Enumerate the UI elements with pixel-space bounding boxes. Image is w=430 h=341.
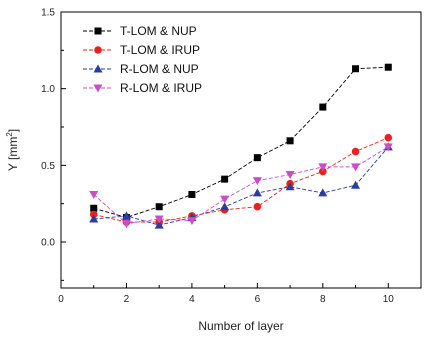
data-point bbox=[221, 175, 229, 183]
data-point bbox=[319, 103, 327, 111]
data-point bbox=[220, 202, 230, 211]
axis-layer: 0 2 4 6 8 10 0.0 0.5 1.0 1.5 bbox=[41, 8, 422, 305]
x-tick-label: 8 bbox=[320, 294, 326, 305]
data-point bbox=[154, 220, 164, 229]
plot-area bbox=[60, 11, 422, 289]
data-point bbox=[155, 203, 163, 211]
y-tick-label: 1.5 bbox=[41, 8, 55, 19]
x-tick-label: 2 bbox=[124, 294, 130, 305]
legend-entry: R-LOM & NUP bbox=[83, 62, 199, 76]
data-point bbox=[351, 147, 360, 156]
series-line bbox=[93, 146, 389, 226]
y-axis-title-superscript: 2 bbox=[5, 132, 14, 137]
data-point bbox=[187, 217, 197, 226]
legend-label: T-LOM & NUP bbox=[120, 24, 197, 38]
data-point bbox=[121, 211, 131, 220]
data-point bbox=[90, 204, 98, 212]
data-point bbox=[285, 171, 295, 180]
x-tick-label: 0 bbox=[58, 294, 64, 305]
data-point bbox=[220, 195, 230, 204]
data-point bbox=[351, 180, 361, 189]
series-line bbox=[93, 137, 389, 223]
data-point bbox=[352, 65, 360, 73]
legend-entry: R-LOM & IRUP bbox=[83, 81, 202, 95]
data-point bbox=[94, 27, 102, 35]
x-tick-label: 4 bbox=[189, 294, 195, 305]
data-point bbox=[93, 64, 103, 73]
series-2 bbox=[89, 133, 393, 226]
data-point bbox=[384, 63, 392, 71]
legend-label: R-LOM & NUP bbox=[120, 62, 199, 76]
data-point bbox=[253, 154, 261, 162]
data-point bbox=[121, 220, 131, 229]
legend-entry: T-LOM & NUP bbox=[83, 24, 197, 38]
data-point bbox=[252, 188, 262, 197]
data-point bbox=[384, 133, 393, 142]
plot-frame bbox=[60, 11, 422, 289]
data-point bbox=[93, 84, 103, 93]
data-point bbox=[94, 46, 102, 54]
series-line bbox=[93, 146, 389, 225]
legend: T-LOM & NUP T-LOM & IRUP R-LOM & NUP R-LOM … bbox=[83, 24, 202, 95]
y-tick-label: 1.0 bbox=[41, 84, 55, 95]
data-point bbox=[253, 202, 262, 211]
series-line bbox=[93, 66, 389, 218]
y-tick-label: 0.5 bbox=[41, 161, 55, 172]
data-point bbox=[154, 215, 164, 224]
data-point bbox=[285, 182, 295, 191]
data-point bbox=[89, 190, 99, 199]
data-point bbox=[318, 188, 328, 197]
x-tick-label: 10 bbox=[383, 294, 395, 305]
data-point bbox=[89, 214, 99, 223]
series-4 bbox=[89, 143, 393, 229]
series-layer bbox=[89, 63, 393, 229]
data-point bbox=[351, 163, 361, 172]
legend-entry: T-LOM & IRUP bbox=[83, 43, 200, 57]
data-point bbox=[383, 143, 393, 152]
x-axis-title: Number of layer bbox=[198, 319, 283, 333]
data-point bbox=[252, 177, 262, 186]
data-point bbox=[89, 210, 98, 219]
data-point bbox=[319, 167, 327, 176]
legend-label: R-LOM & IRUP bbox=[120, 81, 202, 95]
series-3 bbox=[89, 142, 393, 229]
y-axis-title: Y [mm2] bbox=[5, 129, 20, 171]
y-tick-label: 0.0 bbox=[41, 238, 55, 249]
data-point bbox=[318, 163, 328, 172]
legend-label: T-LOM & IRUP bbox=[120, 43, 200, 57]
data-point bbox=[188, 190, 196, 198]
y-axis-title-end: ] bbox=[6, 129, 20, 132]
y-axis-title-main: Y [mm bbox=[6, 137, 20, 171]
data-point bbox=[286, 137, 294, 145]
x-tick-label: 6 bbox=[255, 294, 261, 305]
